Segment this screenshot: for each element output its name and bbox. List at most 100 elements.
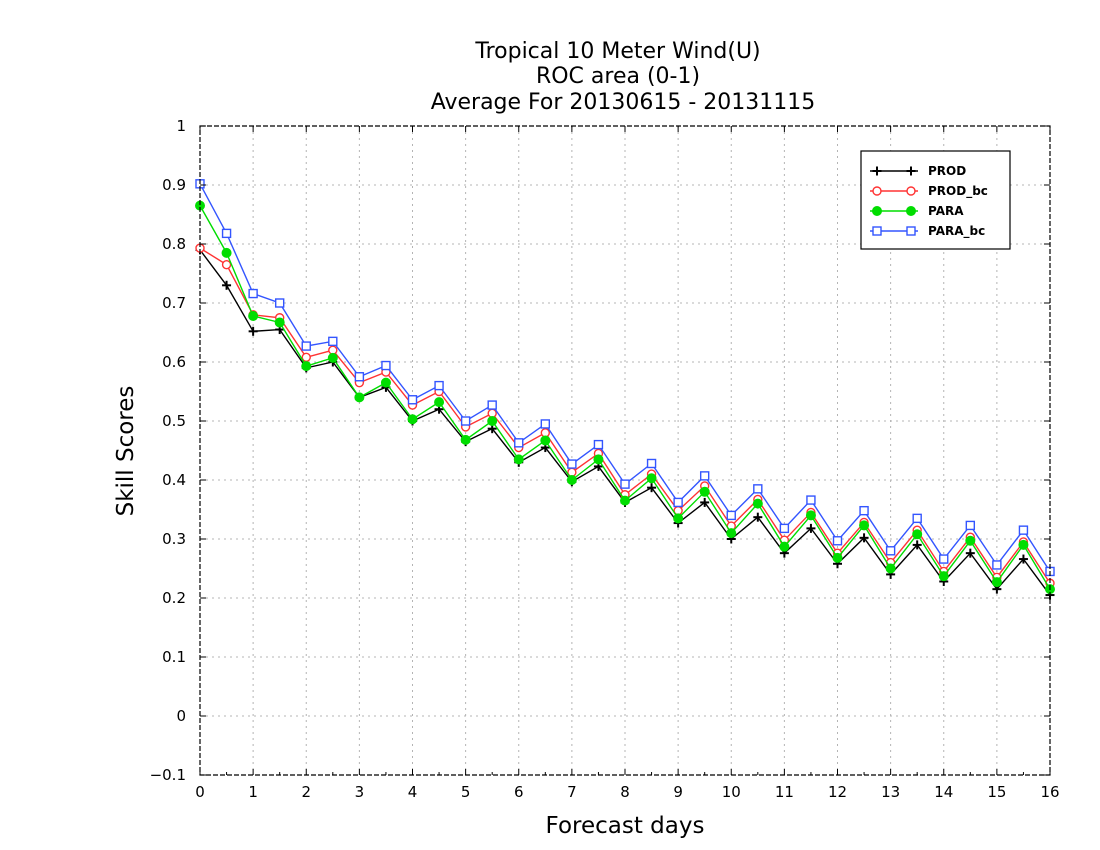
data-point [699, 486, 710, 497]
y-tick-label: 0.6 [162, 353, 186, 371]
data-point [673, 497, 683, 508]
x-tick-label: 11 [775, 783, 794, 801]
data-point [487, 400, 497, 410]
y-tick-label: 0.4 [162, 471, 186, 489]
data-point [221, 228, 232, 239]
data-point [965, 548, 975, 558]
legend-label: PARA [928, 204, 964, 218]
data-point [567, 459, 577, 469]
y-tick-label: 0.2 [162, 589, 186, 607]
chart-title: Tropical 10 Meter Wind(U) ROC area (0-1)… [431, 39, 816, 115]
y-tick-label: −0.1 [150, 766, 186, 784]
data-point [248, 310, 259, 321]
legend-marker [906, 186, 916, 196]
x-tick-label: 15 [987, 783, 1006, 801]
data-point [885, 563, 896, 574]
data-point [593, 439, 604, 450]
y-axis-label: Skill Scores [113, 386, 139, 517]
x-tick-label: 10 [722, 783, 741, 801]
x-tick-label: 2 [301, 783, 311, 801]
x-tick-label: 0 [195, 783, 205, 801]
x-tick-label: 8 [620, 783, 630, 801]
data-point [540, 419, 551, 429]
data-point [912, 540, 922, 550]
data-point [726, 510, 736, 521]
data-point [859, 533, 869, 543]
legend-label: PARA_bc [928, 224, 985, 239]
data-point [832, 536, 843, 546]
chart-title-line-2: ROC area (0-1) [536, 64, 700, 89]
data-point [646, 458, 657, 469]
data-point [726, 528, 737, 539]
axis-ticks [199, 125, 1051, 776]
legend-entry: PARA [870, 204, 964, 218]
chart-title-line-3: Average For 20130615 - 20131115 [431, 90, 816, 115]
data-point [673, 513, 684, 524]
data-point [647, 483, 657, 493]
data-point [859, 520, 870, 531]
x-tick-label: 13 [881, 783, 900, 801]
data-point [646, 473, 657, 484]
data-point [620, 495, 630, 506]
x-tick-label: 6 [514, 783, 524, 801]
x-tick-label: 7 [567, 783, 577, 801]
data-point [460, 416, 471, 426]
y-tick-label: 0.8 [162, 235, 186, 253]
data-point [407, 414, 418, 425]
legend-label: PROD_bc [928, 184, 988, 199]
data-point [912, 513, 922, 524]
x-tick-label: 5 [461, 783, 471, 801]
data-point [487, 416, 498, 426]
data-point [301, 361, 312, 372]
y-tick-label: 0.3 [162, 530, 186, 548]
data-point [805, 510, 816, 521]
legend: PROD PROD_bc PARA PARA_bc [860, 150, 1011, 250]
data-point [832, 552, 843, 563]
data-point [779, 523, 790, 534]
data-point [328, 336, 338, 347]
data-point [248, 326, 258, 336]
data-point [1018, 539, 1029, 550]
legend-marker [872, 226, 882, 236]
legend-marker [872, 206, 882, 216]
data-point [885, 546, 896, 556]
x-tick-label: 4 [408, 783, 418, 801]
y-tick-label: 0.5 [162, 412, 186, 430]
y-tick-labels: −0.1 0 0.1 0.2 0.3 0.4 0.5 0.6 0.7 0.8 0.9 1 [150, 117, 186, 784]
y-tick-label: 1 [176, 117, 186, 135]
x-tick-label: 3 [355, 783, 365, 801]
legend-marker [906, 206, 916, 216]
data-point [301, 352, 311, 362]
data-point [938, 571, 949, 582]
legend-marker [906, 226, 916, 236]
data-point [859, 505, 869, 516]
data-point [939, 554, 949, 564]
data-point [806, 495, 816, 505]
data-point [222, 280, 232, 290]
data-point [434, 397, 445, 408]
data-point [381, 360, 391, 371]
data-point [1018, 554, 1028, 564]
series-para-bc [195, 179, 1055, 577]
data-point [274, 298, 285, 308]
data-point [620, 479, 630, 489]
x-tick-labels: 0 1 2 3 4 5 6 7 8 9 10 11 12 13 14 15 16 [195, 783, 1059, 801]
data-point [380, 377, 391, 388]
chart-title-line-1: Tropical 10 Meter Wind(U) [474, 39, 760, 64]
data-point [752, 498, 763, 509]
data-point [593, 454, 604, 465]
data-point [700, 497, 710, 507]
data-point [912, 529, 923, 540]
data-point [1018, 525, 1029, 535]
data-point [513, 454, 524, 465]
x-tick-label: 16 [1040, 783, 1059, 801]
data-point [540, 435, 551, 446]
x-tick-label: 9 [673, 783, 683, 801]
data-point [992, 560, 1002, 570]
data-point [274, 317, 285, 328]
y-tick-label: 0.9 [162, 176, 186, 194]
x-axis-label: Forecast days [546, 813, 705, 839]
data-point [221, 247, 232, 258]
data-point [327, 352, 338, 363]
